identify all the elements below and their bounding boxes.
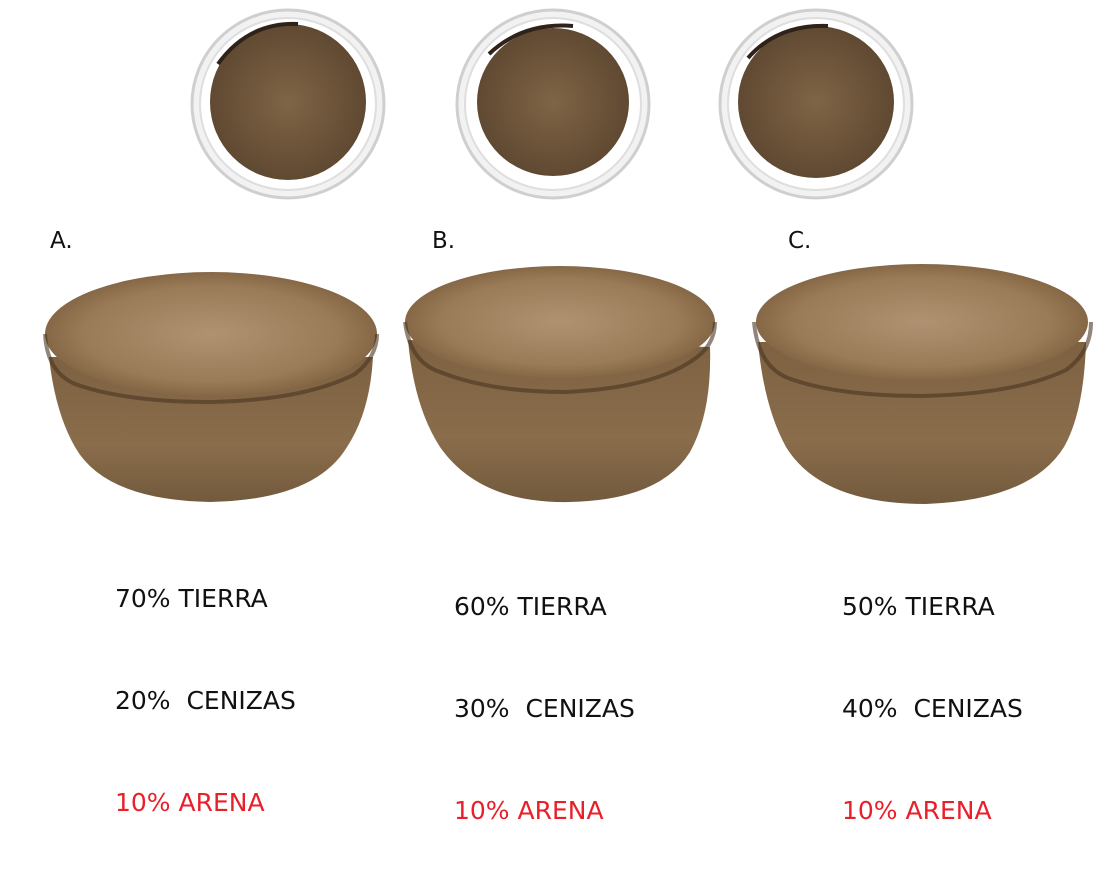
- cup-photo-b: [455, 8, 651, 200]
- sample-panel-b: B. 60% TIERRA 30% CENIZAS 10% ARENA: [368, 0, 736, 825]
- cenizas-percent-c: 40% CENIZAS: [842, 694, 1023, 723]
- sample-panel-c: C. 50% TIERRA 40% CENIZAS 10% ARENA: [718, 0, 1104, 825]
- tierra-percent-c: 50% TIERRA: [842, 592, 995, 621]
- tierra-percent-a: 70% TIERRA: [115, 584, 268, 613]
- soil-block-photo-b: [403, 266, 717, 503]
- composition-a: 70% TIERRA 20% CENIZAS 10% ARENA: [115, 514, 296, 888]
- tierra-percent-b: 60% TIERRA: [454, 592, 607, 621]
- sample-letter-a: A.: [50, 228, 73, 254]
- composition-b: 60% TIERRA 30% CENIZAS 10% ARENA: [454, 522, 635, 896]
- sample-letter-c: C.: [788, 228, 812, 254]
- arena-percent-c: 10% ARENA: [842, 796, 992, 825]
- cup-photo-a: [190, 8, 386, 200]
- arena-percent-b: 10% ARENA: [454, 796, 604, 825]
- composition-c: 50% TIERRA 40% CENIZAS 10% ARENA: [842, 522, 1023, 896]
- cenizas-percent-b: 30% CENIZAS: [454, 694, 635, 723]
- soil-block-photo-a: [43, 272, 379, 502]
- sample-letter-b: B.: [432, 228, 456, 254]
- arena-percent-a: 10% ARENA: [115, 788, 265, 817]
- soil-block-photo-c: [752, 264, 1093, 504]
- cup-photo-c: [718, 8, 914, 200]
- sample-panel-a: A. 70% TIERRA 20% CENIZAS 10% ARENA: [0, 0, 386, 817]
- cenizas-percent-a: 20% CENIZAS: [115, 686, 296, 715]
